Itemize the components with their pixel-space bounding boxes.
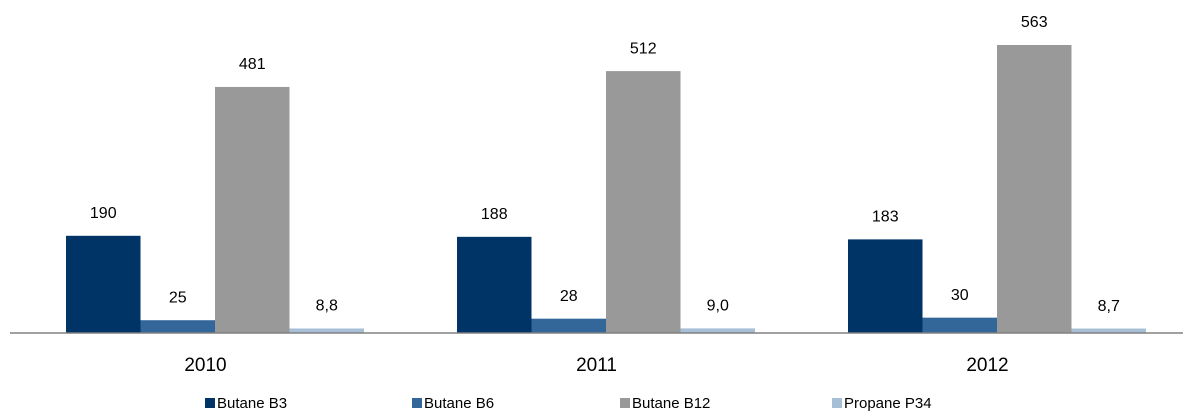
bar — [215, 86, 290, 333]
bar — [680, 328, 755, 333]
legend-label: Butane B12 — [632, 395, 710, 412]
data-label: 28 — [560, 288, 578, 305]
bar — [457, 236, 532, 333]
data-label: 481 — [239, 56, 266, 73]
data-label: 25 — [169, 289, 187, 306]
legend-label: Propane P34 — [844, 395, 932, 412]
data-label: 190 — [90, 205, 117, 222]
data-label: 8,8 — [316, 298, 338, 315]
bar — [1071, 328, 1146, 333]
bar — [140, 320, 215, 333]
x-tick-label: 2012 — [966, 355, 1008, 376]
legend-swatch — [412, 398, 422, 408]
bar — [922, 317, 997, 333]
data-label: 30 — [951, 287, 969, 304]
x-tick-label: 2011 — [576, 355, 617, 376]
data-label: 183 — [872, 209, 899, 226]
data-label: 563 — [1021, 14, 1048, 31]
x-tick-label: 2010 — [184, 355, 226, 376]
bar — [289, 328, 364, 333]
legend-swatch — [832, 398, 842, 408]
bar — [531, 318, 606, 333]
bar — [848, 239, 923, 333]
bar — [997, 45, 1072, 333]
legend-swatch — [620, 398, 630, 408]
data-label: 9,0 — [707, 298, 729, 315]
data-label: 512 — [630, 40, 657, 57]
data-label: 8,7 — [1098, 298, 1120, 315]
data-label: 188 — [481, 206, 508, 223]
legend-label: Butane B6 — [424, 395, 494, 412]
bar — [606, 71, 681, 333]
legend-label: Butane B3 — [217, 395, 287, 412]
bar — [66, 235, 141, 333]
legend-swatch — [205, 398, 215, 408]
